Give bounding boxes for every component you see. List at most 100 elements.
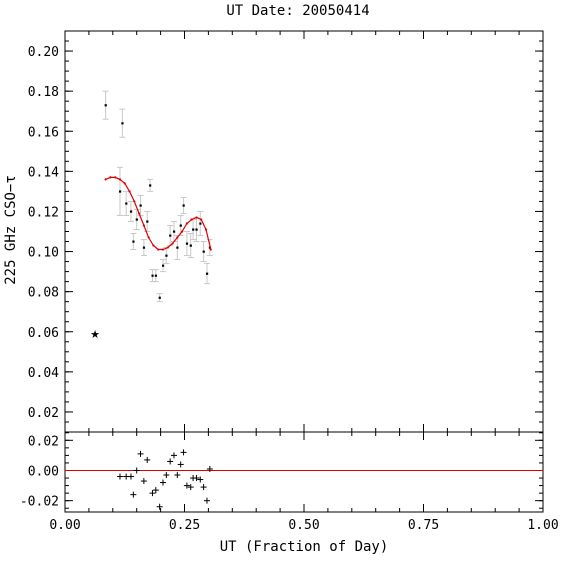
residual-point	[137, 450, 144, 457]
residual-point	[187, 484, 194, 491]
data-point	[199, 222, 202, 225]
star-marker: ★	[90, 328, 100, 341]
residual-point	[174, 472, 181, 479]
data-point	[169, 234, 172, 237]
data-point	[189, 244, 192, 247]
data-point	[146, 220, 149, 223]
fit-point	[128, 190, 131, 193]
residual-point	[149, 490, 156, 497]
data-point	[104, 104, 107, 107]
y-tick-label: 0.10	[28, 246, 59, 261]
y-tick-label: 0.08	[28, 286, 59, 301]
data-point	[154, 274, 158, 277]
fit-point	[114, 176, 117, 179]
residual-point	[200, 484, 207, 491]
fit-point	[161, 248, 165, 251]
fit-point	[147, 236, 150, 239]
residual-point	[193, 475, 200, 482]
main-plot-panel: 0.02 0.04 0.06 0.08 0.10 0.12 0.14 0.16 0.18 0.20…	[28, 30, 544, 433]
y-tick-label: 0.20	[28, 45, 59, 60]
fit-point	[142, 224, 145, 227]
data-point	[192, 228, 195, 231]
fit-point	[104, 178, 107, 181]
residual-plot-panel: -0.02 0.00 0.02 0.00 0.25 0.50 0.75 1.00	[20, 431, 559, 533]
fit-point	[185, 222, 188, 225]
data-point	[176, 246, 179, 249]
x-tick-label: 0.50	[288, 518, 319, 533]
fit-point	[157, 248, 160, 251]
data-point	[149, 184, 152, 187]
residual-point	[177, 461, 184, 468]
residual-point	[127, 473, 134, 480]
data-point	[158, 296, 161, 299]
data-point	[161, 264, 165, 267]
x-tick-label: 0.25	[169, 518, 200, 533]
plot-frame	[64, 30, 544, 433]
data-point	[182, 204, 185, 207]
residual-point	[152, 487, 159, 494]
residual-point	[183, 482, 190, 489]
data-point	[185, 242, 189, 245]
residual-point	[130, 491, 137, 498]
data-point	[195, 228, 198, 231]
fit-point	[209, 248, 212, 251]
fit-point	[152, 244, 155, 247]
residual-point	[180, 449, 187, 456]
fit-point	[190, 218, 193, 221]
residual-point	[206, 465, 213, 472]
fit-point	[109, 176, 112, 179]
fit-point	[176, 236, 179, 239]
residual-point	[170, 452, 177, 459]
data-point	[121, 122, 124, 125]
fit-point	[204, 228, 208, 231]
y-tick-label: 0.02	[28, 434, 59, 449]
residual-point	[156, 503, 163, 510]
residual-point	[197, 476, 204, 483]
x-tick-label: 0.00	[49, 518, 80, 533]
data-point	[125, 202, 128, 205]
data-point	[132, 240, 135, 243]
fit-point	[166, 246, 169, 249]
residual-point	[144, 456, 151, 463]
data-point	[172, 230, 176, 233]
data-point	[142, 246, 146, 249]
x-tick-label: 0.75	[408, 518, 439, 533]
fit-curve	[105, 176, 212, 251]
fit-point	[171, 242, 174, 245]
data-point	[205, 272, 209, 275]
data-point	[202, 250, 205, 253]
data-point	[179, 224, 182, 227]
data-point	[139, 204, 142, 207]
residual-point	[140, 478, 147, 485]
y-tick-label: -0.02	[20, 495, 59, 510]
data-point	[118, 190, 122, 193]
residual-point	[167, 458, 174, 465]
y-tick-label: 0.06	[28, 326, 59, 341]
x-tick-label: 1.00	[527, 518, 558, 533]
fit-point	[200, 218, 203, 221]
fit-point	[123, 182, 126, 185]
y-axis-label: 225 GHz CSO−τ	[3, 175, 19, 285]
x-axis-label: UT (Fraction of Day)	[220, 539, 389, 555]
fit-point	[195, 216, 198, 219]
fit-point	[118, 178, 122, 181]
y-tick-label: 0.18	[28, 85, 59, 100]
residual-point	[203, 497, 210, 504]
y-tick-label: 0.16	[28, 125, 59, 140]
y-tick-label: 0.02	[28, 406, 59, 421]
fit-point	[133, 200, 136, 203]
y-tick-label: 0.04	[28, 366, 59, 381]
residual-point	[163, 472, 170, 479]
data-point	[129, 210, 133, 213]
y-tick-label: 0.12	[28, 205, 59, 220]
y-tick-label: 0.00	[28, 464, 59, 479]
data-point	[151, 274, 154, 277]
residual-point	[116, 473, 123, 480]
fit-point	[137, 212, 141, 215]
data-point	[165, 254, 168, 257]
chart-title: UT Date: 20050414	[226, 3, 369, 19]
fit-point	[181, 230, 184, 233]
data-point	[135, 218, 138, 221]
y-tick-label: 0.14	[28, 165, 59, 180]
